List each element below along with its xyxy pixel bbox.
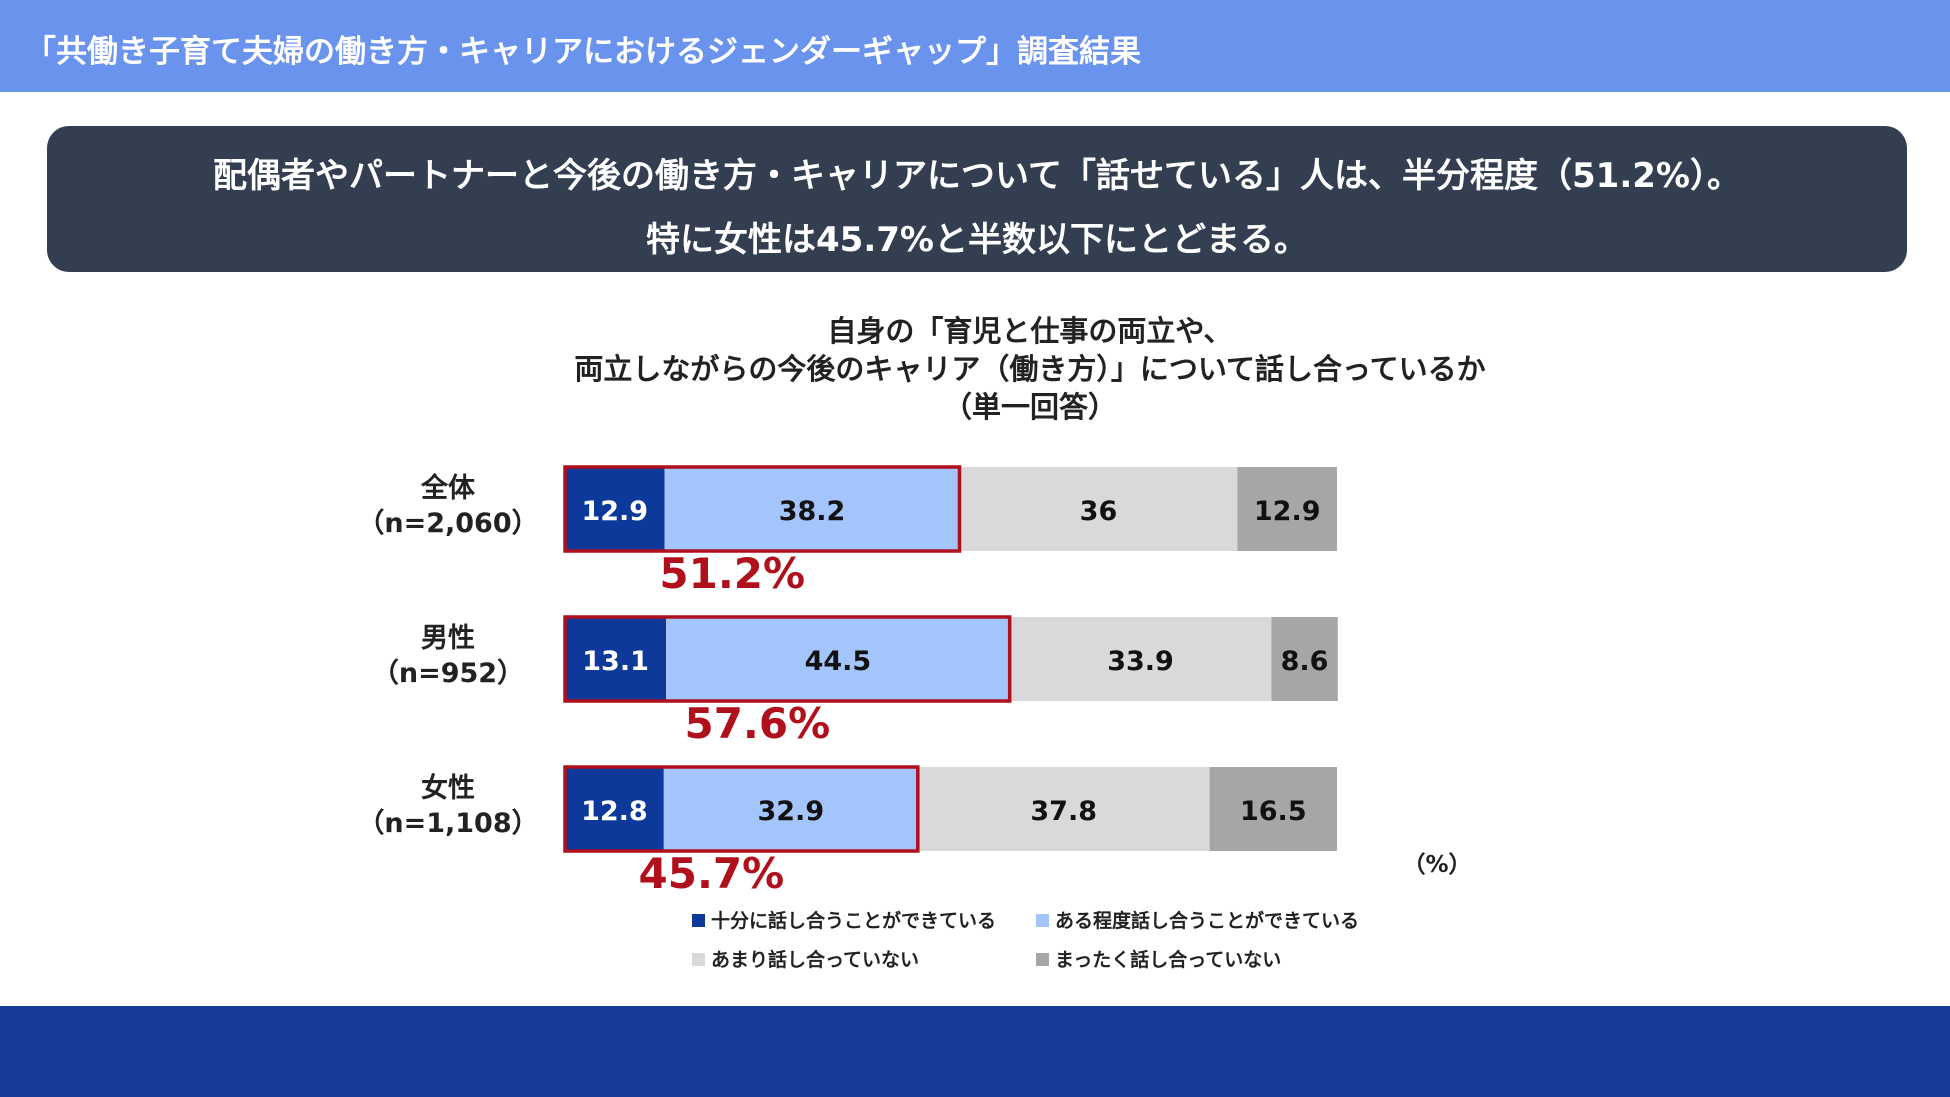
- bar-value-label: 12.9: [1254, 496, 1321, 527]
- bar-segment: [664, 467, 960, 551]
- bar-segment: [565, 767, 664, 851]
- summary-line-1: 配偶者やパートナーと今後の働き方・キャリアについて「話せている」人は、半分程度（…: [213, 156, 1741, 196]
- legend-label: まったく話し合っていない: [1055, 948, 1281, 971]
- highlight-percentage: 51.2%: [659, 549, 805, 598]
- summary-banner: 配偶者やパートナーと今後の働き方・キャリアについて「話せている」人は、半分程度（…: [47, 126, 1907, 272]
- bar-value-label: 16.5: [1240, 796, 1307, 827]
- bar-value-label: 12.8: [581, 796, 648, 827]
- legend-swatch: [692, 953, 705, 966]
- bar-segment: [1237, 467, 1337, 551]
- bar-segment: [565, 467, 665, 551]
- legend-swatch: [1036, 914, 1049, 927]
- category-n-label: （n=1,108）: [357, 808, 538, 839]
- category-label: 全体: [420, 472, 476, 504]
- bar-segment: [666, 617, 1010, 701]
- unit-label: （%）: [1402, 851, 1471, 878]
- bar-value-label: 32.9: [757, 796, 824, 827]
- highlight-percentage: 57.6%: [684, 699, 830, 748]
- highlight-box: [563, 615, 1012, 703]
- bar-value-label: 44.5: [805, 646, 872, 677]
- highlight-box: [563, 765, 920, 853]
- bar-value-label: 33.9: [1107, 646, 1174, 677]
- stacked-bar-chart: 全体 （n=2,060） 12.9 38.2 36 12.9 51.2% 男性 （n=952） 1…: [357, 465, 1472, 971]
- bar-segment: [959, 467, 1238, 551]
- chart-title-line-1: 自身の「育児と仕事の両立や、: [827, 314, 1233, 348]
- highlight-box: [563, 465, 962, 553]
- category-n-label: （n=2,060）: [357, 508, 538, 539]
- footer-bar: [0, 1006, 1950, 1097]
- category-label: 男性: [421, 623, 475, 654]
- bar-segment: [663, 767, 918, 851]
- category-n-label: （n=952）: [372, 658, 524, 689]
- highlight-percentage: 45.7%: [639, 849, 785, 898]
- bar-value-label: 36: [1080, 496, 1118, 527]
- bar-segment: [1209, 767, 1337, 851]
- page-title: 「共働き子育て夫婦の働き方・キャリアにおけるジェンダーギャップ」調査結果: [25, 34, 1141, 70]
- chart-title-line-3: （単一回答）: [942, 390, 1117, 424]
- bar-segment: [1009, 617, 1272, 701]
- legend-label: 十分に話し合うことができている: [711, 909, 996, 932]
- chart-title-line-2: 両立しながらの今後のキャリア（働き方）」について話し合っているか: [574, 352, 1486, 386]
- bar-segment: [565, 617, 667, 701]
- legend-swatch: [692, 914, 705, 927]
- legend-swatch: [1036, 953, 1049, 966]
- bar-value-label: 38.2: [779, 496, 846, 527]
- bar-value-label: 13.1: [582, 646, 649, 677]
- summary-line-2: 特に女性は45.7%と半数以下にとどまる。: [646, 220, 1308, 260]
- bar-segment: [917, 767, 1210, 851]
- bar-value-label: 37.8: [1030, 796, 1097, 827]
- header-bar: 「共働き子育て夫婦の働き方・キャリアにおけるジェンダーギャップ」調査結果: [0, 0, 1950, 92]
- legend-label: あまり話し合っていない: [711, 948, 919, 971]
- legend-label: ある程度話し合うことができている: [1055, 909, 1359, 932]
- bar-segment: [1271, 617, 1338, 701]
- category-label: 女性: [421, 772, 475, 804]
- bar-value-label: 12.9: [581, 496, 648, 527]
- bar-value-label: 8.6: [1281, 646, 1329, 677]
- chart-title: 自身の「育児と仕事の両立や、 両立しながらの今後のキャリア（働き方）」について話…: [430, 312, 1630, 426]
